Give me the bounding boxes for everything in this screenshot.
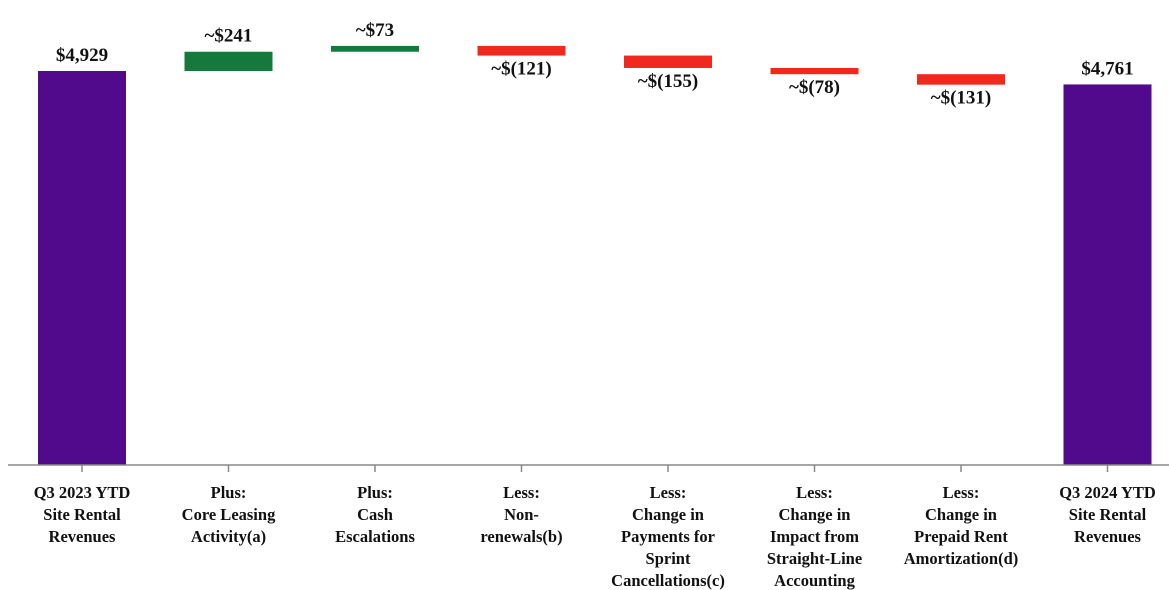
category-label-5: Less: Change in Impact from Straight-Line Ac… — [767, 483, 862, 590]
value-label-2: ~$73 — [356, 20, 394, 41]
value-label-4: ~$(155) — [638, 71, 699, 92]
category-label-line: Amortization(d) — [904, 549, 1019, 568]
category-label-7: Q3 2024 YTD Site Rental Revenues — [1059, 483, 1156, 546]
category-label-line: Impact from — [770, 527, 859, 546]
category-label-1: Plus: Core Leasing Activity(a) — [182, 483, 276, 546]
x-axis — [8, 464, 1169, 472]
category-label-line: Cancellations(c) — [611, 571, 725, 590]
category-label-3: Less: Non-renewals(b) — [480, 483, 562, 546]
category-labels-group: Q3 2023 YTD Site Rental Revenues Plus: Core … — [34, 483, 1156, 590]
category-label-line: Change in — [632, 505, 704, 524]
category-label-line: Site Rental — [43, 505, 121, 524]
value-label-7: $4,761 — [1081, 58, 1133, 79]
category-label-line: Q3 2024 YTD — [1059, 483, 1156, 502]
category-label-line: Revenues — [1074, 527, 1141, 546]
bars-group — [38, 45, 1152, 466]
category-label-line: Less: — [650, 483, 687, 502]
category-label-line: Escalations — [335, 527, 415, 546]
value-label-0: $4,929 — [56, 45, 108, 66]
value-label-1: ~$241 — [205, 26, 253, 47]
category-label-line: Less: — [503, 483, 540, 502]
bar-5 — [770, 67, 859, 75]
category-label-line: Plus: — [211, 483, 247, 502]
category-label-line: Cash — [357, 505, 393, 524]
category-label-line: renewals(b) — [480, 527, 562, 546]
category-label-line: Less: — [943, 483, 980, 502]
category-label-0: Q3 2023 YTD Site Rental Revenues — [34, 483, 131, 546]
value-label-5: ~$(78) — [789, 77, 840, 98]
category-label-line: Prepaid Rent — [914, 527, 1008, 546]
value-labels-group: $4,929 ~$241 ~$73 ~$(121) ~$(155) ~$(78) ~$(13… — [56, 20, 1134, 109]
bar-6 — [917, 74, 1005, 85]
bar-7 — [1063, 84, 1152, 466]
bar-2 — [331, 45, 419, 52]
category-label-line: Non- — [504, 505, 539, 524]
category-label-2: Plus: Cash Escalations — [335, 483, 415, 546]
category-label-line: Core Leasing — [182, 505, 276, 524]
bar-1 — [184, 51, 273, 71]
bar-3 — [477, 45, 566, 56]
category-label-line: Accounting — [774, 571, 855, 590]
category-label-line: Sprint — [646, 549, 691, 568]
value-label-3: ~$(121) — [491, 59, 552, 80]
category-label-line: Less: — [796, 483, 833, 502]
category-label-line: Revenues — [49, 527, 116, 546]
category-label-6: Less: Change in Prepaid Rent Amortization(d… — [904, 483, 1019, 568]
category-label-line: Site Rental — [1069, 505, 1147, 524]
category-label-line: Q3 2023 YTD — [34, 483, 131, 502]
category-label-line: Plus: — [357, 483, 393, 502]
category-label-line: Activity(a) — [191, 527, 266, 546]
category-label-line: Straight-Line — [767, 549, 862, 568]
value-label-6: ~$(131) — [931, 88, 992, 109]
category-label-line: Payments for — [621, 527, 715, 546]
category-label-4: Less: Change in Payments for Sprint Cancella… — [611, 483, 725, 590]
category-label-line: Change in — [779, 505, 851, 524]
bar-4 — [624, 55, 712, 68]
category-label-line: Change in — [925, 505, 997, 524]
bar-0 — [38, 71, 126, 465]
